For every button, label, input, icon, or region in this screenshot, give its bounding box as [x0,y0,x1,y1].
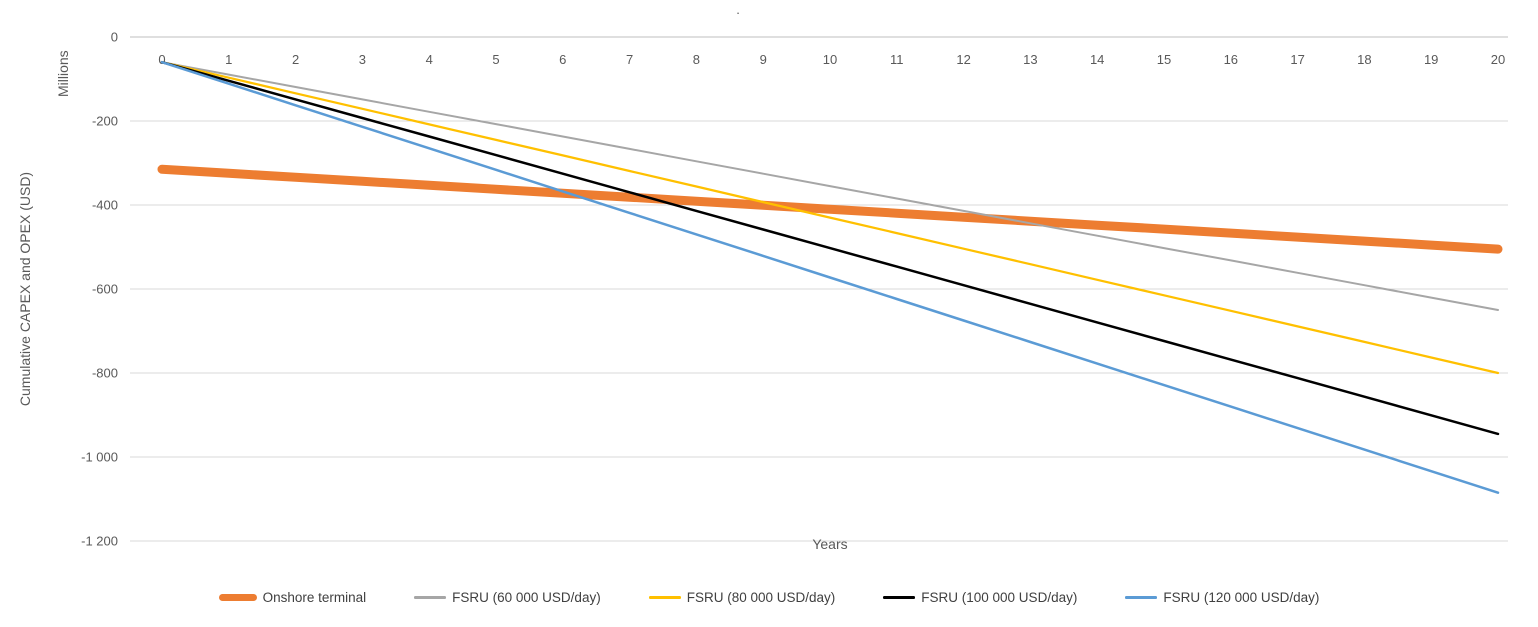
y-tick-label: -1 200 [81,534,118,549]
series-group [157,60,1503,494]
x-tick-label: 16 [1224,52,1238,67]
legend-swatch-fsru-60-000-usd-day [414,596,447,599]
series-line-fsru-80-000-usd-day [160,61,1500,375]
legend-item-onshore-terminal: Onshore terminal [218,590,367,605]
x-tick-label: 8 [693,52,700,67]
series-line-fsru-120-000-usd-day [160,60,1500,494]
x-tick-label: 11 [890,52,904,67]
legend-item-fsru-80-000-usd-day: FSRU (80 000 USD/day) [648,590,836,605]
legend: Onshore terminal FSRU (60 000 USD/day) FSR… [0,590,1538,605]
y-tick-label: 0 [111,30,118,45]
x-tick-label: 6 [559,52,566,67]
y-tick-label: -200 [92,114,118,129]
legend-swatch-fsru-80-000-usd-day [648,596,681,599]
x-tick-label: 9 [760,52,767,67]
legend-swatch-fsru-100-000-usd-day [883,596,916,599]
x-tick-label: 19 [1424,52,1438,67]
x-axis-tick-labels: 0 1 2 3 4 5 6 7 8 9 10 11 12 13 14 15 16 17 18 19 20 [158,52,1505,67]
legend-label-fsru-60-000-usd-day: FSRU (60 000 USD/day) [452,590,601,605]
y-axis-title: Cumulative CAPEX and OPEX (USD) [17,172,33,406]
legend-label-onshore-terminal: Onshore terminal [262,590,367,605]
chart-title: . [736,2,740,17]
x-tick-label: 15 [1157,52,1171,67]
y-tick-label: -800 [92,366,118,381]
y-axis-tick-labels: 0 -200 -400 -600 -800 -1 000 -1 200 [81,30,118,549]
gridlines-group [130,36,1508,542]
x-tick-label: 12 [956,52,970,67]
y-axis-units-label: Millions [55,50,71,97]
x-tick-label: 3 [359,52,366,67]
x-tick-label: 5 [492,52,499,67]
legend-label-fsru-100-000-usd-day: FSRU (100 000 USD/day) [921,590,1078,605]
x-axis-title: Years [812,536,847,552]
x-tick-label: 20 [1491,52,1505,67]
series-line-onshore-terminal [157,164,1503,254]
y-tick-label: -400 [92,198,118,213]
legend-item-fsru-120-000-usd-day: FSRU (120 000 USD/day) [1125,590,1319,605]
x-tick-label: 14 [1090,52,1104,67]
y-tick-label: -1 000 [81,450,118,465]
x-tick-label: 18 [1357,52,1371,67]
legend-item-fsru-60-000-usd-day: FSRU (60 000 USD/day) [414,590,601,605]
x-tick-label: 0 [158,52,165,67]
y-tick-label: -600 [92,282,118,297]
x-tick-label: 13 [1023,52,1037,67]
x-tick-label: 2 [292,52,299,67]
x-tick-label: 4 [426,52,433,67]
x-tick-label: 7 [626,52,633,67]
series-line-fsru-100-000-usd-day [160,60,1500,436]
legend-label-fsru-80-000-usd-day: FSRU (80 000 USD/day) [686,590,836,605]
legend-swatch-fsru-120-000-usd-day [1125,596,1158,599]
legend-swatch-onshore-terminal [218,594,257,601]
legend-item-fsru-100-000-usd-day: FSRU (100 000 USD/day) [883,590,1077,605]
x-tick-label: 10 [823,52,837,67]
series-line-fsru-60-000-usd-day [161,61,1499,311]
x-tick-label: 17 [1290,52,1304,67]
x-tick-label: 1 [225,52,232,67]
legend-label-fsru-120-000-usd-day: FSRU (120 000 USD/day) [1163,590,1320,605]
